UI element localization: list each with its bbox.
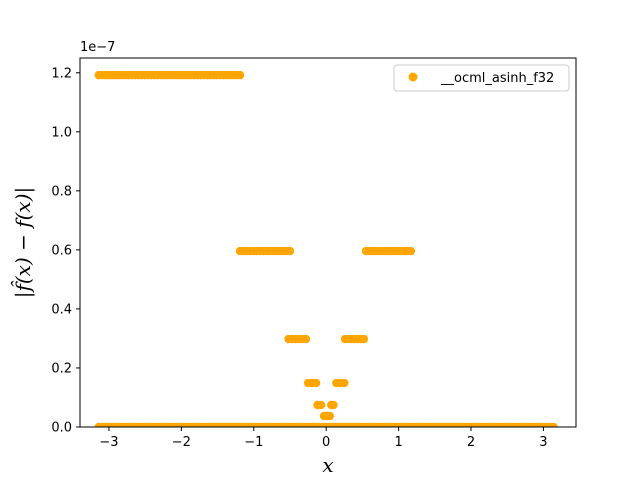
data-point	[325, 411, 335, 421]
data-points-layer	[94, 70, 558, 427]
x-tick-label: 3	[539, 435, 547, 450]
y-axis-label: |f̂(x) − f(x)|	[11, 187, 36, 299]
data-point	[359, 334, 369, 344]
x-axis-label: x	[322, 453, 333, 477]
y-axis-ticks: 0.0 0.2 0.4 0.6 0.8 1.0 1.2	[51, 66, 80, 436]
data-point	[311, 378, 321, 388]
plot-frame	[79, 57, 577, 428]
y-tick-label: 0.6	[51, 243, 72, 258]
x-axis-ticks: −3 −2 −1 0 1 2 3	[99, 427, 548, 450]
x-tick-label: −2	[172, 435, 191, 450]
data-point	[285, 246, 295, 256]
y-tick-label: 1.0	[51, 125, 72, 140]
data-point	[316, 400, 326, 410]
x-tick-label: −3	[99, 435, 118, 450]
x-tick-label: 0	[322, 435, 330, 450]
data-point	[406, 246, 416, 256]
data-point	[235, 70, 245, 80]
x-tick-label: 1	[394, 435, 402, 450]
y-tick-label: 0.0	[51, 421, 72, 436]
x-tick-label: −1	[244, 435, 263, 450]
y-tick-label: 0.2	[51, 361, 72, 376]
legend: __ocml_asinh_f32	[393, 64, 570, 92]
y-axis-scale-label: 1e−7	[80, 40, 115, 55]
y-tick-label: 0.4	[51, 302, 72, 317]
y-tick-label: 1.2	[51, 66, 72, 81]
data-point	[301, 334, 311, 344]
data-point	[329, 400, 338, 410]
legend-marker-icon	[408, 72, 418, 82]
y-tick-label: 0.8	[51, 184, 72, 199]
x-tick-label: 2	[467, 435, 475, 450]
legend-label: __ocml_asinh_f32	[440, 71, 554, 86]
data-point	[340, 378, 349, 388]
data-point	[549, 422, 558, 427]
legend-box	[393, 64, 570, 92]
